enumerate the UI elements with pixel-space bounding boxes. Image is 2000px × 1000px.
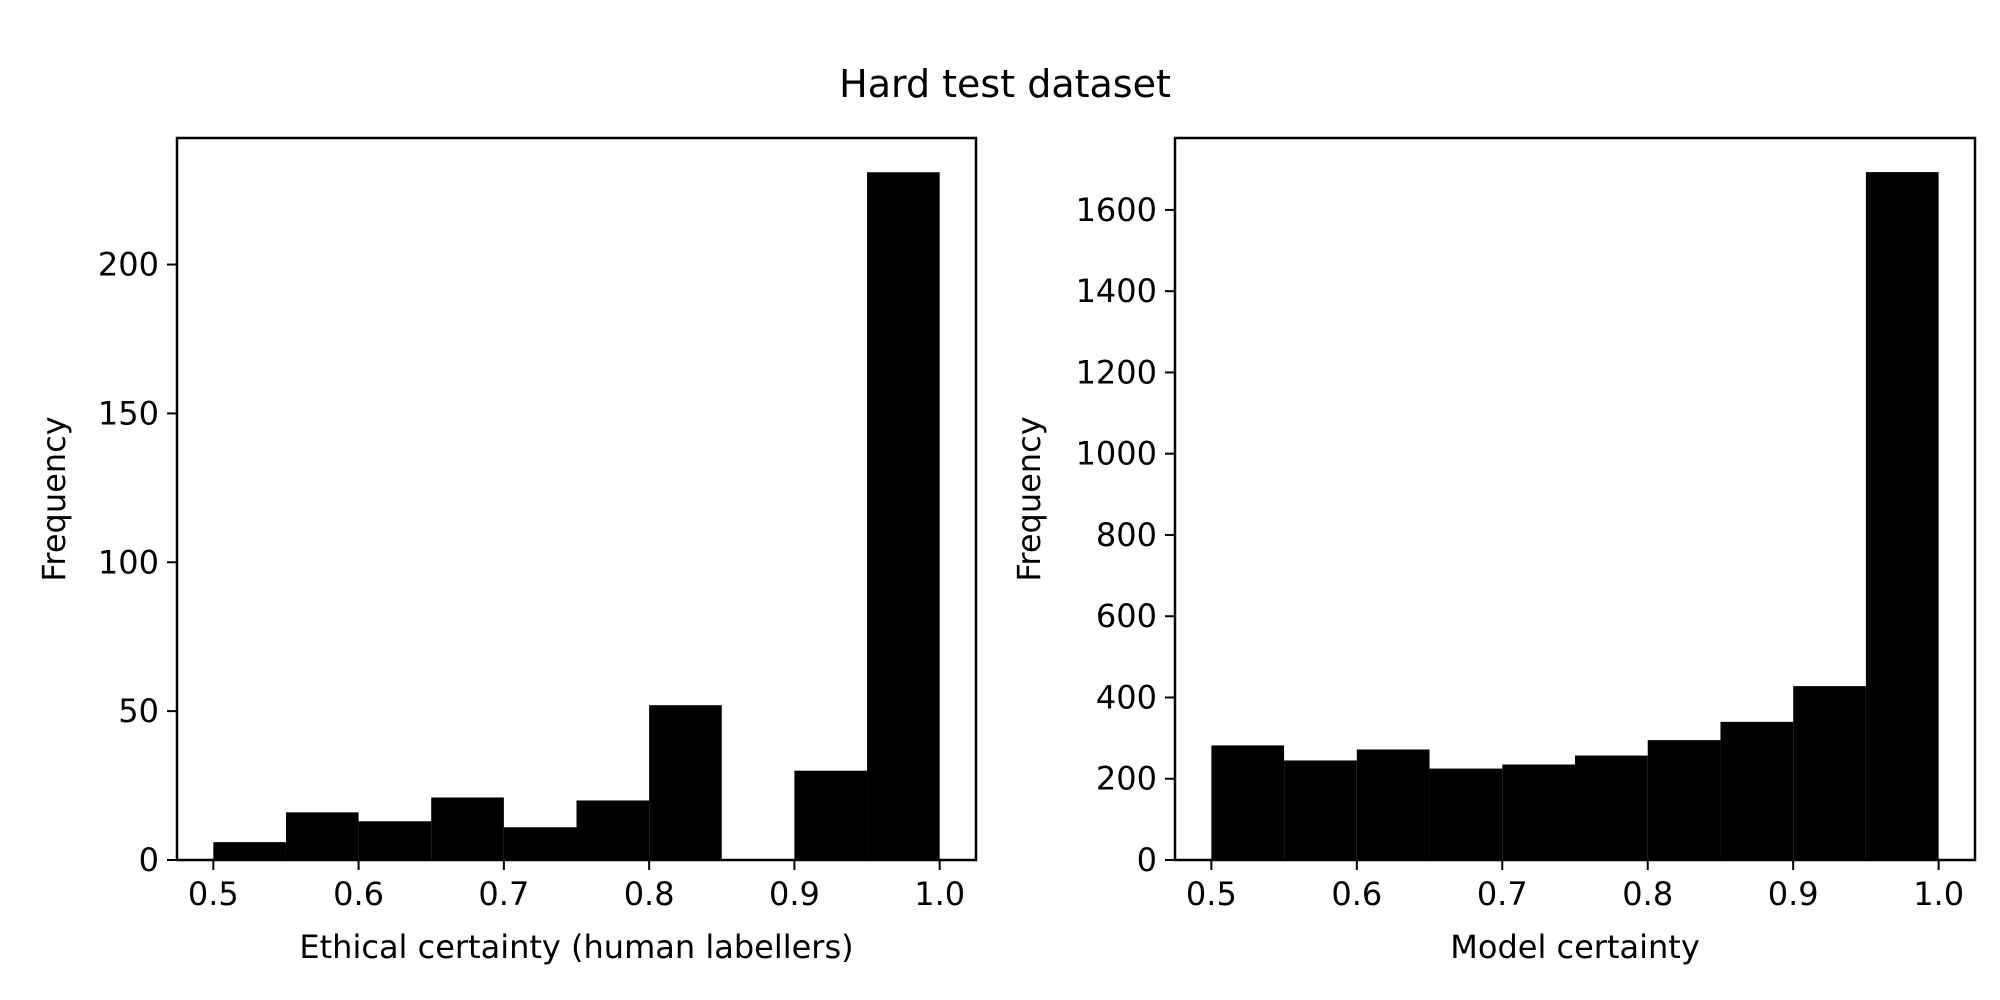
left-histogram: 0.5 0.6 0.7 0.8 0.9 1.0 0 50 100 150 200 Ethical ce…: [35, 136, 978, 966]
histogram-bar: [1720, 721, 1794, 860]
histogram-bar: [1356, 749, 1430, 860]
y-tick-label: 0: [139, 841, 159, 879]
y-axis-label: Frequency: [35, 416, 73, 581]
x-tick-label: 0.8: [1622, 875, 1673, 913]
y-tick-label: 100: [98, 543, 159, 581]
x-tick-label: 0.7: [1477, 875, 1528, 913]
y-tick-label: 800: [1096, 516, 1157, 554]
histogram-bar: [1575, 755, 1648, 860]
y-tick-label: 50: [118, 692, 159, 730]
histogram-bar: [649, 705, 722, 860]
y-tick-label: 200: [98, 246, 159, 284]
histogram-bar: [1284, 760, 1357, 860]
histogram-bar: [285, 812, 359, 860]
histogram-bar: [358, 821, 432, 860]
x-tick-label: 0.7: [478, 875, 529, 913]
y-tick-label: 150: [98, 394, 159, 432]
y-tick-label: 1000: [1076, 435, 1157, 473]
y-tick-label: 1400: [1076, 272, 1157, 310]
x-tick-label: 0.6: [333, 875, 384, 913]
axes-frame: [1173, 136, 1977, 862]
x-axis-label: Ethical certainty (human labellers): [299, 928, 853, 966]
x-tick-label: 0.8: [624, 875, 675, 913]
right-histogram: 0.5 0.6 0.7 0.8 0.9 1.0 0 200 400 600 800 1000 1200 1…: [1010, 136, 1977, 966]
histogram-bar: [431, 797, 504, 860]
x-tick-label: 0.6: [1331, 875, 1382, 913]
histogram-bar: [1211, 745, 1285, 860]
x-axis-label: Model certainty: [1450, 928, 1700, 966]
histogram-bar: [794, 770, 868, 860]
x-tick-label: 0.5: [188, 875, 239, 913]
histogram-bar: [213, 842, 286, 860]
histogram-bar: [503, 827, 577, 860]
y-tick-label: 1200: [1076, 353, 1157, 391]
y-tick-label: 600: [1096, 597, 1157, 635]
histogram-bar: [576, 800, 650, 860]
x-tick-label: 1.0: [914, 875, 965, 913]
histogram-bar: [1502, 764, 1575, 860]
histogram-bar: [1647, 740, 1721, 860]
axes-frame: [175, 136, 978, 862]
x-tick-label: 0.9: [769, 875, 820, 913]
histogram-bar: [1793, 686, 1866, 860]
histogram-bar: [867, 172, 940, 860]
y-tick-label: 1600: [1076, 191, 1157, 229]
x-tick-label: 0.5: [1186, 875, 1237, 913]
histogram-bar: [1429, 768, 1503, 860]
y-tick-label: 200: [1096, 760, 1157, 798]
x-tick-label: 1.0: [1913, 875, 1964, 913]
y-tick-label: 0: [1137, 841, 1157, 879]
y-axis-label: Frequency: [1010, 416, 1048, 581]
figure-title: Hard test dataset: [839, 62, 1171, 106]
histogram-bar: [1865, 172, 1939, 861]
x-tick-label: 0.9: [1768, 875, 1819, 913]
y-tick-label: 400: [1096, 678, 1157, 716]
